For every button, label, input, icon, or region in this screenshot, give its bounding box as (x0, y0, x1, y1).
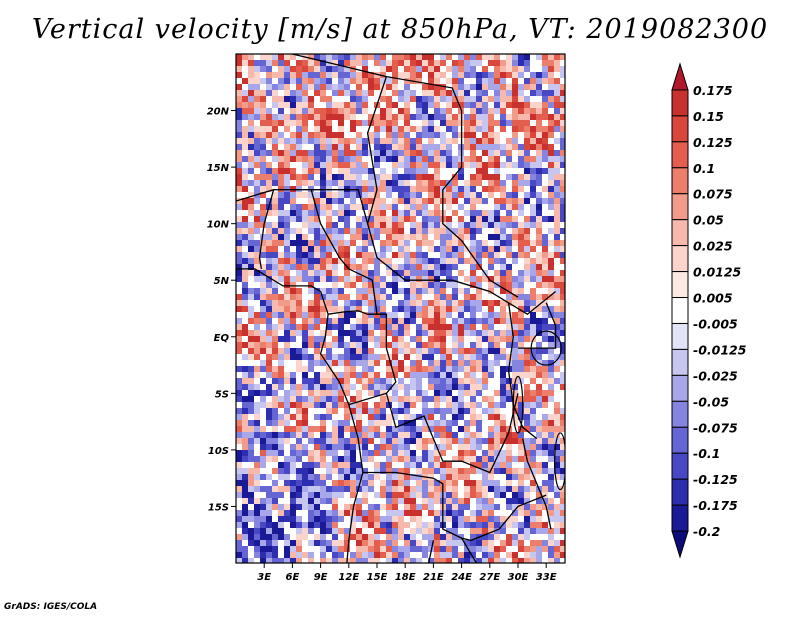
map-frame (235, 53, 566, 564)
footer-credit: GrADS: IGES/COLA (4, 602, 98, 612)
lon-tick-label: 9E (314, 572, 328, 583)
border-line (236, 268, 321, 293)
lake-outline (512, 375, 524, 434)
border-line (362, 471, 547, 542)
lat-tick-label: 10S (208, 446, 229, 457)
lon-tick-label: 3E (257, 572, 271, 583)
lat-tick-label: 5S (215, 389, 229, 400)
vertical-velocity-field (236, 54, 565, 563)
lon-tick-label: 6E (286, 572, 300, 583)
colorbar-swatch (671, 141, 689, 169)
lon-tick-label: 21E (423, 572, 444, 583)
colorbar-swatch (671, 271, 689, 299)
colorbar-label: 0.175 (693, 83, 733, 98)
colorbar-swatch (671, 452, 689, 480)
colorbar-label: -0.2 (693, 524, 720, 539)
border-line (507, 302, 538, 440)
colorbar-label: -0.025 (693, 368, 738, 383)
colorbar-swatch (671, 348, 689, 376)
border-line (518, 302, 557, 349)
chart-title: Vertical velocity [m/s] at 850hPa, VT: 2… (31, 14, 769, 45)
longitude-axis: 3E 6E 9E 12E 15E 18E 21E 24E 27E 30E 33E (257, 563, 557, 583)
colorbar-swatch (671, 62, 689, 91)
colorbar-label: 0.05 (693, 213, 724, 228)
lat-tick-label: 15S (208, 502, 229, 513)
colorbar-label: 0.075 (693, 187, 733, 202)
lon-tick-label: 33E (536, 572, 557, 583)
lat-tick-label: 10N (207, 220, 230, 231)
colorbar-swatch (671, 89, 689, 117)
colorbar-swatch (671, 219, 689, 247)
lon-tick-label: 27E (479, 572, 500, 583)
colorbar-label: -0.0125 (693, 342, 747, 357)
colorbar-swatch (671, 374, 689, 402)
lon-tick-label: 24E (451, 572, 472, 583)
border-line (442, 166, 519, 298)
colorbar-swatch (671, 245, 689, 273)
colorbar-swatch (671, 504, 689, 532)
colorbar-label: -0.005 (693, 316, 738, 331)
lon-tick-label: 30E (508, 572, 529, 583)
colorbar-swatch (671, 167, 689, 195)
colorbar-label: 0.025 (693, 239, 733, 254)
colorbar-swatch (671, 478, 689, 506)
lat-tick-label: EQ (214, 333, 230, 344)
colorbar-swatch (671, 530, 689, 559)
lake-outline (530, 330, 562, 366)
colorbar-label: -0.1 (693, 446, 720, 461)
colorbar-swatch (671, 193, 689, 221)
lon-tick-label: 18E (395, 572, 416, 583)
colorbar-label: 0.125 (693, 135, 733, 150)
lake-outline (554, 432, 565, 491)
colorbar: 0.175 0.15 0.125 0.1 0.075 0.05 0.025 0.0125 0.0… (671, 62, 747, 559)
lat-tick-label: 5N (214, 276, 230, 287)
lon-tick-label: 15E (367, 572, 388, 583)
colorbar-label: 0.0125 (693, 265, 742, 280)
colorbar-swatch (671, 322, 689, 350)
colorbar-label: -0.05 (693, 394, 729, 409)
colorbar-label: -0.075 (693, 420, 738, 435)
colorbar-label: 0.005 (693, 291, 733, 306)
colorbar-swatch (671, 115, 689, 143)
border-line (522, 438, 552, 530)
lat-tick-label: 20N (207, 107, 230, 118)
border-line (348, 392, 519, 474)
latitude-axis: 20N 15N 10N 5N EQ 5S 10S 15S (207, 107, 236, 513)
border-line (258, 189, 275, 270)
lon-tick-label: 12E (338, 572, 359, 583)
country-borders (236, 54, 565, 563)
colorbar-label: 0.15 (693, 109, 724, 124)
colorbar-label: -0.125 (693, 472, 738, 487)
border-line (292, 54, 463, 168)
colorbar-swatch (671, 426, 689, 454)
lat-tick-label: 15N (207, 163, 230, 174)
border-line (310, 189, 378, 315)
colorbar-label: 0.1 (693, 161, 715, 176)
colorbar-swatch (671, 400, 689, 428)
colorbar-label: -0.175 (693, 498, 738, 513)
border-line (428, 540, 435, 563)
border-line (461, 537, 478, 563)
colorbar-swatch (671, 297, 689, 324)
